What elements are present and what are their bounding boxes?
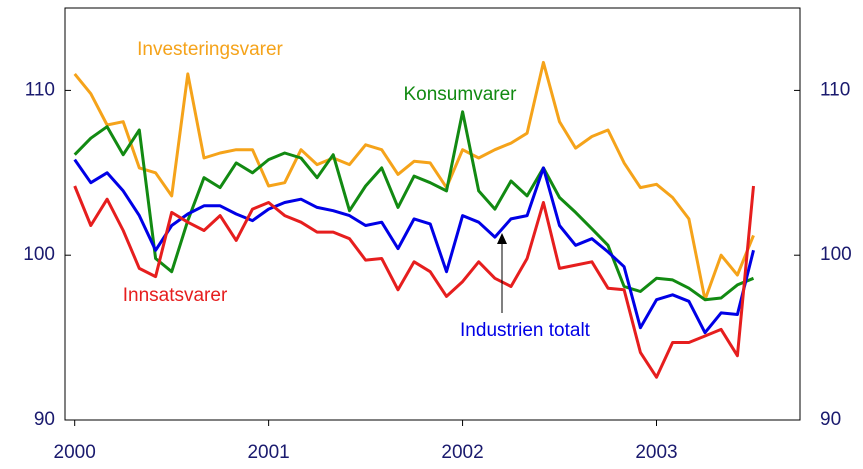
y-tick-label: 100 xyxy=(23,244,55,265)
y-tick-label: 110 xyxy=(25,79,55,100)
series-label: Konsumvarer xyxy=(404,84,518,105)
y2-tick-label: 100 xyxy=(820,244,852,265)
x-tick-label: 2000 xyxy=(54,442,96,463)
x-tick-label: 2003 xyxy=(635,442,677,463)
x-tick-label: 2001 xyxy=(247,442,289,463)
series-line xyxy=(73,185,755,379)
series-label: Industrien totalt xyxy=(460,320,591,341)
y-tick-label: 90 xyxy=(34,409,55,430)
series-label: Investeringsvarer xyxy=(137,39,283,60)
plot-frame xyxy=(64,7,801,421)
annotation-arrowhead xyxy=(497,233,507,244)
y2-tick-label: 90 xyxy=(820,409,841,430)
series-line xyxy=(73,110,755,302)
series-line xyxy=(73,60,755,302)
series-line xyxy=(73,158,755,335)
x-tick-label: 2002 xyxy=(441,442,483,463)
series-label: Innsatsvarer xyxy=(123,285,228,306)
y2-tick-label: 110 xyxy=(820,79,850,100)
